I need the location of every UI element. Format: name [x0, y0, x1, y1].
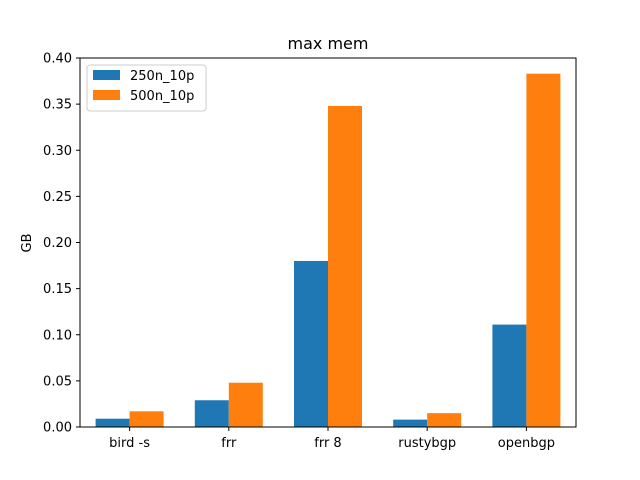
bar-250n_10p-bird--s: [95, 418, 130, 427]
plot-frame: [79, 57, 577, 428]
y-tick-label: 0.10: [43, 328, 72, 343]
bar-250n_10p-frr: [194, 400, 229, 427]
x-tick-label: openbgp: [498, 436, 555, 451]
legend-swatch: [93, 90, 120, 100]
x-axis-ticks: bird -s frr frr 8 rustybgp openbgp: [109, 427, 555, 451]
y-axis-ticks: 0.00 0.05 0.10 0.15 0.20 0.25 0.30 0.35 0.40: [43, 52, 80, 436]
x-tick-label: frr 8: [314, 436, 341, 451]
y-tick-label: 0.00: [43, 421, 72, 436]
y-tick-label: 0.05: [43, 374, 72, 389]
chart-title: max mem: [288, 34, 369, 53]
bar-250n_10p-frr-8: [294, 260, 328, 427]
x-tick-label: frr: [221, 436, 237, 451]
x-tick-label: rustybgp: [398, 436, 456, 451]
y-tick-label: 0.20: [43, 236, 72, 251]
bar-500n_10p-openbgp: [526, 73, 561, 428]
y-tick-label: 0.25: [43, 190, 72, 205]
bar-500n_10p-rustybgp: [427, 413, 462, 427]
bar-250n_10p-openbgp: [492, 324, 527, 427]
legend-label: 500n_10p: [130, 89, 194, 104]
y-tick-label: 0.15: [43, 282, 72, 297]
bar-250n_10p-rustybgp: [393, 419, 428, 427]
y-axis-label: GB: [20, 234, 35, 253]
y-tick-label: 0.35: [43, 98, 72, 113]
y-tick-label: 0.40: [43, 52, 72, 67]
legend-label: 250n_10p: [130, 69, 194, 84]
legend: 250n_10p 500n_10p: [86, 64, 207, 112]
legend-swatch: [93, 70, 120, 80]
x-tick-label: bird -s: [109, 436, 150, 451]
bar-500n_10p-frr: [228, 382, 263, 427]
bar-500n_10p-frr-8: [328, 105, 362, 427]
bars-group: [95, 73, 561, 428]
bar-500n_10p-bird--s: [129, 411, 164, 427]
y-tick-label: 0.30: [43, 144, 72, 159]
